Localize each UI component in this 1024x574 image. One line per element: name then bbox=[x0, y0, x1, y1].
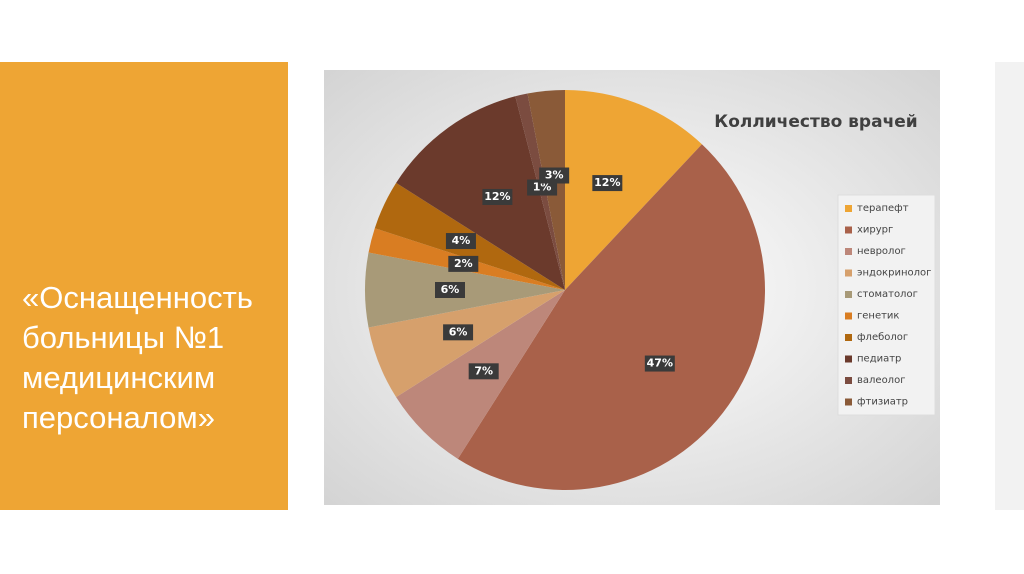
legend-swatch bbox=[845, 205, 852, 212]
pie-slice bbox=[368, 290, 565, 398]
data-label: 12% bbox=[594, 176, 620, 189]
data-label: 1% bbox=[533, 181, 552, 194]
data-label: 6% bbox=[449, 325, 468, 338]
legend-swatch bbox=[845, 334, 852, 341]
side-panel bbox=[995, 62, 1024, 510]
data-label: 47% bbox=[647, 357, 673, 370]
data-label: 6% bbox=[441, 283, 460, 296]
pie-slice bbox=[457, 144, 765, 490]
legend-label: стоматолог bbox=[857, 289, 918, 300]
legend-swatch bbox=[845, 312, 852, 320]
legend-label: педиатр bbox=[857, 354, 901, 365]
title-panel: «Оснащенность больницы №1 медицинским пе… bbox=[0, 62, 288, 510]
legend-swatch bbox=[845, 291, 852, 298]
legend-swatch bbox=[845, 398, 852, 406]
legend-label: валеолог bbox=[857, 375, 905, 386]
legend-label: генетик bbox=[857, 311, 899, 322]
data-label-box bbox=[445, 233, 476, 250]
data-label-box bbox=[592, 175, 623, 192]
data-label: 2% bbox=[454, 257, 473, 270]
data-label: 7% bbox=[474, 364, 493, 377]
data-label-box bbox=[644, 355, 675, 372]
chart-title: Колличество врачей bbox=[714, 112, 917, 132]
data-label-box bbox=[443, 324, 474, 341]
legend-label: фтизиатр bbox=[857, 397, 908, 408]
data-label-box bbox=[468, 363, 499, 380]
data-label-box bbox=[527, 179, 558, 196]
legend-label: флеболог bbox=[857, 332, 908, 343]
data-label-box bbox=[539, 167, 570, 184]
data-label-box bbox=[482, 188, 513, 205]
legend-swatch bbox=[845, 226, 852, 234]
data-label: 3% bbox=[545, 169, 564, 182]
legend-swatch bbox=[845, 355, 852, 363]
slide-title: «Оснащенность больницы №1 медицинским пе… bbox=[22, 280, 253, 435]
legend-swatch bbox=[845, 248, 852, 255]
data-label-box bbox=[435, 282, 465, 298]
data-label-box bbox=[448, 255, 479, 272]
legend-label: эндокринолог bbox=[857, 268, 931, 279]
legend-swatch bbox=[845, 269, 852, 277]
legend-label: хирург bbox=[857, 225, 893, 236]
legend bbox=[837, 194, 936, 416]
pie-slice bbox=[396, 96, 565, 290]
data-label: 12% bbox=[484, 190, 510, 203]
legend-swatch bbox=[845, 377, 852, 384]
legend-label: терапефт bbox=[857, 203, 909, 214]
data-label: 4% bbox=[452, 234, 471, 247]
legend-label: невролог bbox=[857, 246, 906, 257]
pie-slice bbox=[565, 90, 702, 290]
